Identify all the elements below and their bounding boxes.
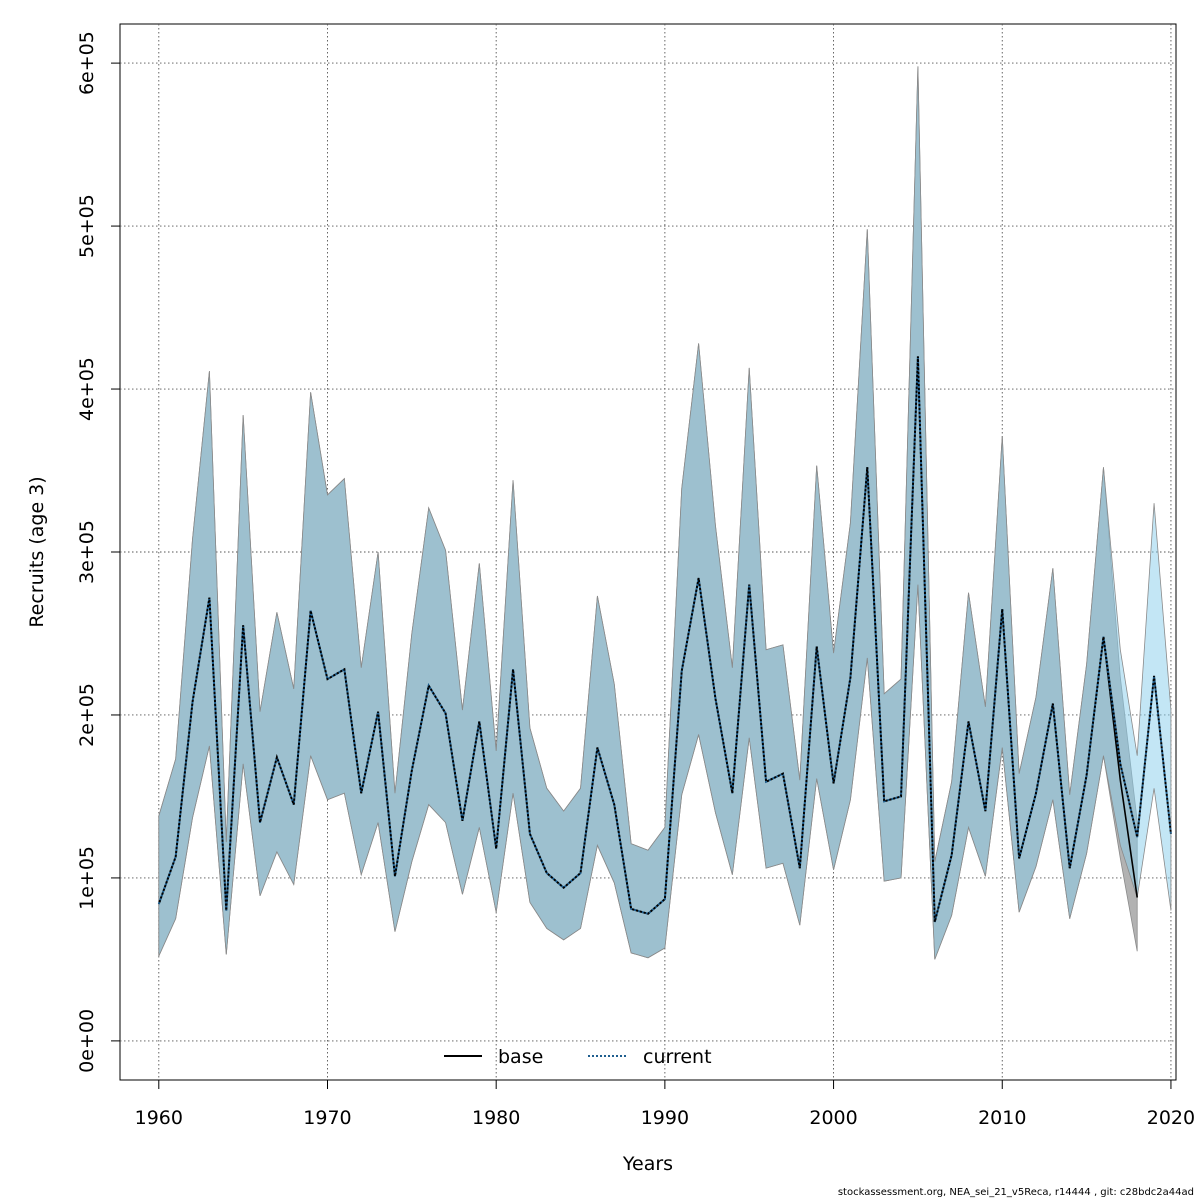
confidence-bands	[158, 66, 1172, 960]
x-tick-label-1: 1970	[303, 1107, 351, 1129]
series-line-current	[157, 356, 1172, 923]
series-lines	[157, 356, 1172, 923]
y-axis-title: Recruits (age 3)	[26, 476, 48, 627]
y-tick-label-3: 3e+05	[76, 520, 98, 584]
legend: base current	[444, 1046, 712, 1068]
x-tick-label-5: 2010	[978, 1107, 1026, 1129]
confidence-band-current	[158, 66, 1172, 960]
y-tick-label-0: 0e+00	[76, 1009, 98, 1073]
y-tick-label-5: 5e+05	[76, 194, 98, 258]
x-tick-label-4: 2000	[809, 1107, 857, 1129]
y-tick-label-6: 6e+05	[76, 31, 98, 95]
x-tick-label-2: 1980	[472, 1107, 520, 1129]
legend-current-label: current	[643, 1046, 712, 1068]
axes: 1960 1970 1980 1990 2000 2010 2020 0e+00 1e+05 2e…	[76, 31, 1195, 1129]
y-tick-label-2: 2e+05	[76, 683, 98, 747]
legend-base-label: base	[498, 1046, 543, 1068]
footer-credit: stockassessment.org, NEA_sei_21_v5Reca, …	[837, 1187, 1194, 1198]
series-line-current-dots	[157, 356, 1172, 923]
x-axis-title: Years	[622, 1153, 673, 1175]
y-tick-label-4: 4e+05	[76, 357, 98, 421]
x-tick-label-6: 2020	[1147, 1107, 1195, 1129]
x-tick-label-3: 1990	[641, 1107, 689, 1129]
y-tick-label-1: 1e+05	[76, 846, 98, 910]
x-tick-label-0: 1960	[135, 1107, 183, 1129]
